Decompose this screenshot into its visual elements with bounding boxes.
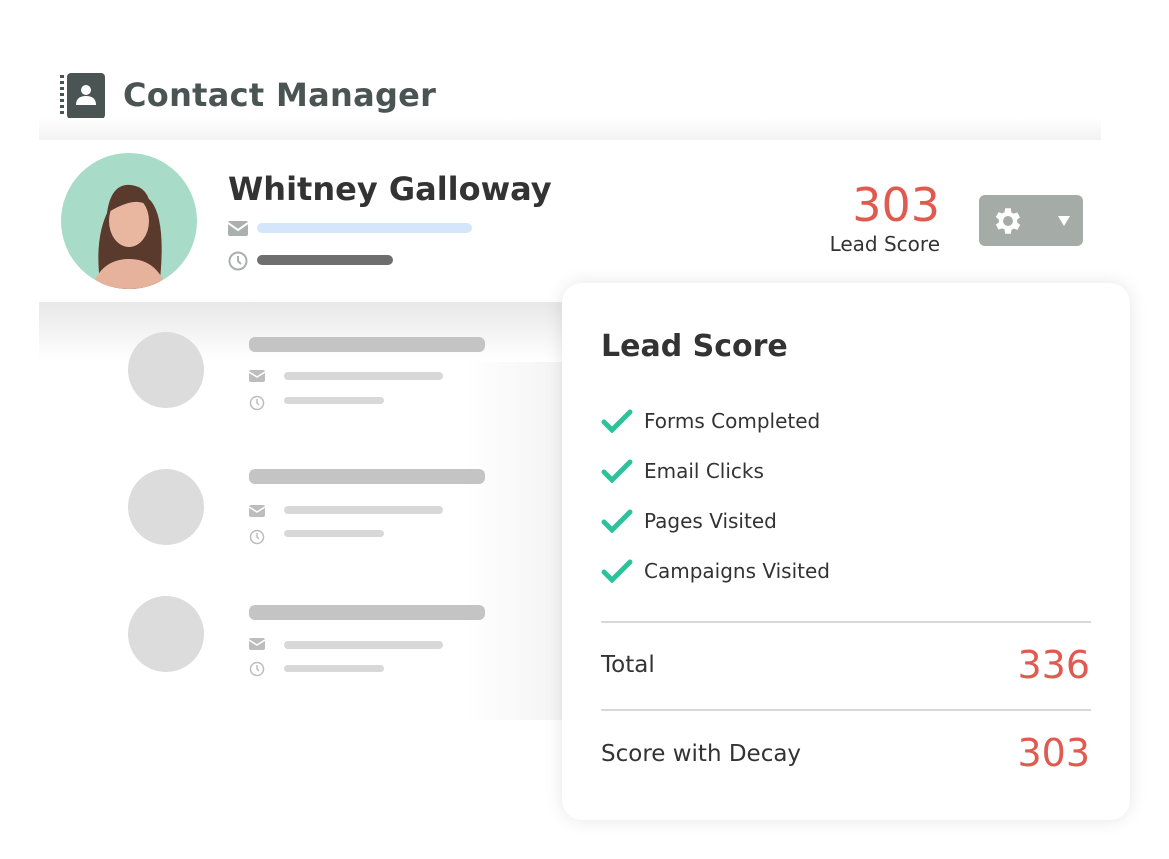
contact-header-card[interactable]	[39, 140, 1101, 302]
email-icon	[228, 221, 248, 236]
app-title: Contact Manager	[123, 76, 437, 114]
decay-value: 303	[1017, 731, 1090, 775]
score-item: Forms Completed	[601, 406, 820, 436]
score-item: Email Clicks	[601, 456, 764, 486]
email-icon	[249, 505, 265, 517]
total-label: Total	[601, 652, 655, 678]
score-item: Campaigns Visited	[601, 556, 830, 586]
email-icon	[249, 638, 265, 650]
avatar-placeholder	[128, 469, 204, 545]
item-label: Pages Visited	[644, 509, 777, 533]
time-placeholder	[257, 255, 393, 265]
avatar-placeholder	[128, 332, 204, 408]
check-icon	[601, 559, 633, 583]
item-label: Forms Completed	[644, 409, 821, 433]
email-placeholder	[257, 223, 472, 233]
clock-icon	[228, 251, 248, 271]
avatar-placeholder	[128, 596, 204, 672]
divider	[601, 709, 1091, 711]
check-icon	[601, 459, 633, 483]
list-shadow	[39, 302, 569, 362]
lead-score-label: Lead Score	[829, 232, 940, 256]
divider	[601, 621, 1091, 623]
gear-icon	[995, 208, 1021, 234]
decay-label: Score with Decay	[601, 741, 802, 767]
avatar[interactable]	[61, 153, 197, 289]
chevron-down-icon	[1058, 216, 1070, 226]
email-icon	[249, 370, 265, 382]
name-placeholder	[249, 605, 485, 620]
item-label: Campaigns Visited	[644, 559, 830, 583]
time-placeholder	[284, 530, 384, 537]
contact-name: Whitney Galloway	[228, 170, 552, 208]
time-placeholder	[284, 665, 384, 672]
lead-score-popup: Lead Score Forms Completed Email Clicks …	[562, 283, 1130, 820]
person-photo	[91, 184, 167, 289]
lead-score-value: 303	[852, 178, 940, 232]
name-placeholder	[249, 469, 485, 484]
popup-title: Lead Score	[601, 329, 788, 364]
clock-icon	[249, 395, 265, 411]
header-shadow	[39, 118, 1101, 142]
name-placeholder	[249, 337, 485, 352]
clock-icon	[249, 661, 265, 677]
clock-icon	[249, 529, 265, 545]
check-icon	[601, 409, 633, 433]
settings-dropdown-button[interactable]	[979, 195, 1083, 246]
email-placeholder	[284, 641, 443, 649]
contact-book-icon	[60, 73, 105, 119]
email-placeholder	[284, 372, 443, 380]
email-placeholder	[284, 506, 443, 514]
time-placeholder	[284, 397, 384, 404]
item-label: Email Clicks	[644, 459, 764, 483]
check-icon	[601, 509, 633, 533]
score-item: Pages Visited	[601, 506, 777, 536]
total-value: 336	[1017, 643, 1090, 687]
